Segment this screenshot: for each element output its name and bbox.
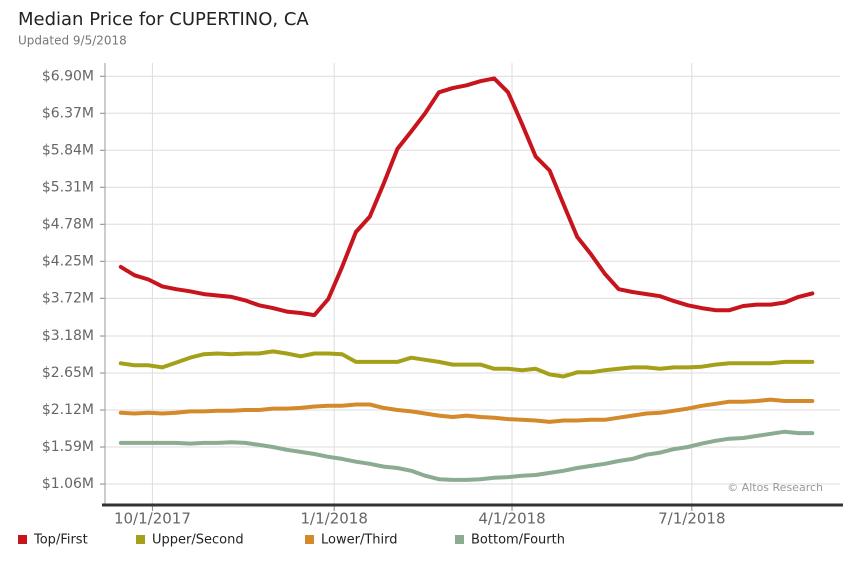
chart-title: Median Price for CUPERTINO, CA	[18, 9, 309, 30]
legend-label: Top/First	[33, 533, 88, 548]
y-tick-label: $3.18M	[42, 328, 94, 344]
legend-swatch	[18, 535, 27, 544]
legend-swatch	[455, 535, 464, 544]
x-tick-label: 1/1/2018	[301, 510, 368, 528]
y-tick-label: $4.78M	[42, 216, 94, 232]
legend-swatch	[136, 535, 145, 544]
y-tick-label: $3.72M	[42, 290, 94, 306]
y-tick-label: $5.84M	[42, 142, 94, 158]
series-line	[118, 397, 815, 424]
legend-label: Bottom/Fourth	[471, 533, 565, 548]
y-tick-label: $6.90M	[42, 68, 94, 84]
y-tick-label: $2.65M	[42, 365, 94, 381]
x-tick-label: 7/1/2018	[658, 510, 725, 528]
series-line	[118, 429, 815, 482]
series-line	[118, 76, 815, 318]
y-tick-label: $2.12M	[42, 402, 94, 418]
x-tick-label: 4/1/2018	[478, 510, 545, 528]
watermark: © Altos Research	[727, 481, 823, 494]
series-line	[118, 349, 815, 379]
x-tick-label: 10/1/2017	[114, 510, 191, 528]
y-tick-label: $6.37M	[42, 105, 94, 121]
chart-subtitle: Updated 9/5/2018	[18, 34, 127, 48]
y-tick-label: $1.59M	[42, 439, 94, 455]
legend-label: Lower/Third	[321, 533, 397, 548]
legend-swatch	[305, 535, 314, 544]
y-tick-label: $5.31M	[42, 179, 94, 195]
y-tick-label: $1.06M	[42, 476, 94, 492]
legend-label: Upper/Second	[152, 533, 244, 548]
y-tick-label: $4.25M	[42, 253, 94, 269]
